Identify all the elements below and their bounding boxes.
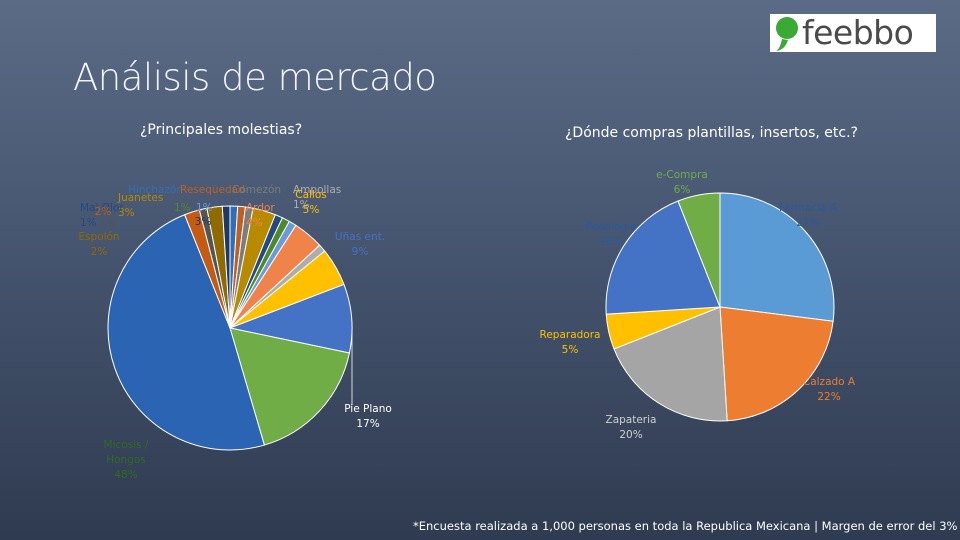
pie-label-sudoracion: 2% [95, 206, 112, 218]
pie-label-callosidad: 1% [174, 202, 191, 214]
logo-text: feebbo [802, 13, 914, 52]
pie-label-farmacia-a: Farmacia A 27% [779, 202, 838, 229]
pie-slice-podologia [605, 200, 721, 315]
chart-title-compras: ¿Dónde compras plantillas, insertos, etc… [565, 125, 858, 141]
pie-label-resequedad: Resequedad [180, 184, 245, 196]
pie-label-zapateria: Zapateria 20% [606, 414, 657, 441]
pie-slice-farmacia-a [719, 192, 835, 322]
pie-label-pie-plano: Pie Plano 17% [344, 403, 392, 430]
pie-label-ampollas: Ampollas 1% [293, 184, 341, 211]
pie-label-calzado-a: Calzado A 22% [803, 376, 856, 403]
pie-label-mal-olor: Mal Olor 1% [80, 202, 124, 229]
pie-label-talones: 1% [196, 202, 213, 214]
pie-label-espolon: Espolón 2% [78, 231, 119, 258]
pie-label-e-compra: e-Compra 6% [656, 169, 708, 196]
pie-slice-calzado-a [719, 306, 834, 422]
pie-label-ardor: Ardor 4% [246, 202, 275, 229]
footnote: *Encuesta realizada a 1,000 personas en … [413, 519, 958, 533]
pie-label-reparadora: Reparadora 5% [540, 329, 601, 356]
pie-slice-micosis-hongos [107, 214, 265, 451]
pie-slice-zapateria [613, 306, 728, 422]
chart-title-molestias: ¿Principales molestias? [140, 122, 303, 138]
pie-label-otros: 3% [195, 216, 212, 228]
pie-slice-e-compra [677, 192, 721, 308]
feebbo-logo: feebbo [770, 14, 936, 52]
pie-chart-compras [605, 192, 835, 422]
pie-label-cansancio: 1% [100, 218, 117, 230]
pie-label-comezon: Comezón [232, 184, 281, 196]
pie-label-juanetes: Juanetes 3% [117, 192, 163, 219]
pie-label-hinchazon: Hinchazón [128, 184, 183, 196]
pie-label-unas-ent: Uñas ent. 9% [335, 231, 385, 258]
pie-slice-otros [221, 205, 231, 329]
pie-label-podologia: Podologia 20% [586, 221, 637, 248]
pie-label-callos: Callos 5% [295, 189, 327, 216]
page-title: Análisis de mercado [73, 56, 437, 99]
pie-slice-pie-plano [229, 327, 351, 446]
pie-label-micosis-hongos: Micosis / Hongos 48% [104, 439, 149, 481]
pie-chart-molestias [107, 205, 353, 451]
logo-mark-icon [776, 17, 799, 51]
